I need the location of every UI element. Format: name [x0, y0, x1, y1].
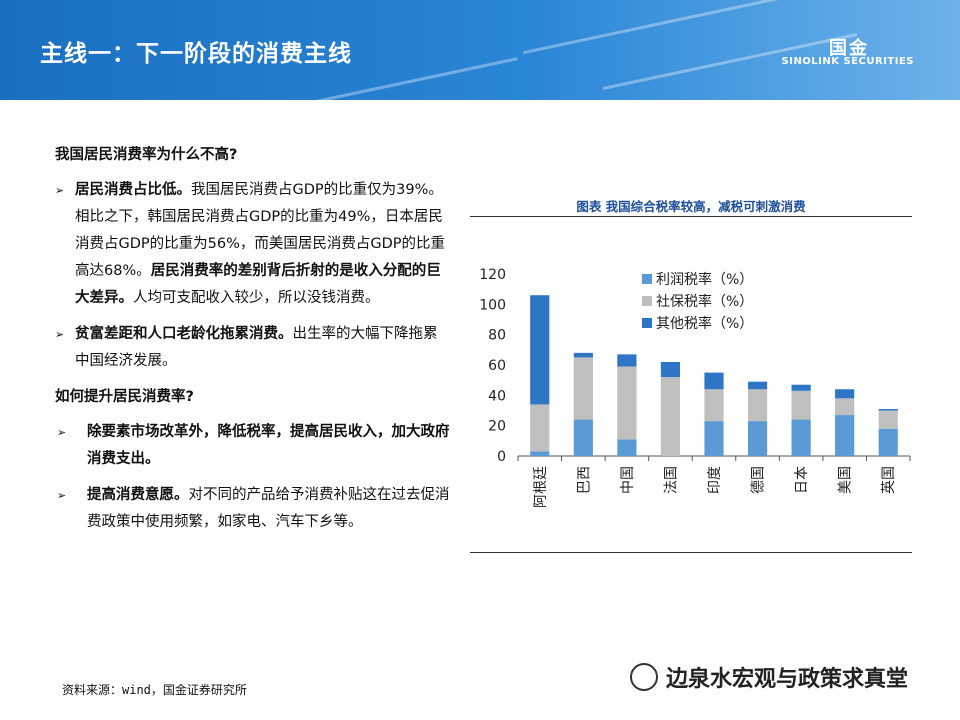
chart-bottom-rule — [470, 552, 912, 553]
x-tick-label: 日本 — [794, 466, 810, 494]
bar-segment — [704, 389, 724, 422]
x-tick-label: 法国 — [663, 466, 679, 494]
y-tick-label: 120 — [479, 267, 506, 283]
watermark-text: 边泉水宏观与政策求真堂 — [666, 667, 909, 692]
logo-text: SINOLINK SECURITIES — [781, 56, 914, 67]
bar-segment — [617, 354, 637, 367]
bar-segment — [791, 419, 811, 456]
bar-segment — [835, 398, 855, 416]
x-tick-label: 阿根廷 — [533, 466, 549, 508]
arrow-bullet-icon: ➢ — [55, 328, 65, 341]
bullet-bold-text: 除要素市场改革外，降低税率，提高居民收入，加大政府消费支出。 — [87, 424, 450, 467]
bullet-bold-text: 居民消费占比低。 — [75, 182, 191, 198]
bar-segment — [704, 421, 724, 456]
watermark: 边泉水宏观与政策求真堂 — [630, 661, 908, 694]
bullet-bold-text: 居民消费率的差别背后折射的是收入分配的巨大差异。 — [75, 263, 441, 306]
chart-title: 图表 我国综合税率较高，减税可刺激消费 — [576, 199, 806, 214]
bar-segment — [617, 439, 637, 456]
bar-segment — [530, 451, 550, 456]
chart-top-rule — [470, 216, 912, 217]
bar-segment — [573, 352, 593, 358]
x-tick-label: 巴西 — [576, 466, 592, 494]
x-tick-label: 英国 — [880, 466, 897, 494]
wechat-icon — [630, 663, 658, 691]
bar-segment — [617, 366, 637, 440]
y-tick-label: 100 — [479, 297, 506, 313]
x-tick-label: 中国 — [620, 466, 636, 494]
legend-label: 社保税率（%） — [656, 293, 753, 310]
x-tick-label: 印度 — [707, 466, 723, 494]
y-tick-label: 80 — [488, 328, 506, 344]
legend-swatch — [642, 318, 652, 328]
source-note: 资料来源：wind，国金证券研究所 — [62, 683, 247, 697]
bar-segment — [530, 404, 550, 452]
bullet-item: ➢ 提高消费意愿。对不同的产品给予消费补贴这在过去促消费政策中使用频繁，如家电、… — [55, 482, 450, 536]
legend-label: 其他税率（%） — [656, 315, 753, 332]
bar-segment — [791, 384, 811, 391]
bar-segment — [747, 421, 768, 456]
bullet-text: 人均可支配收入较少，所以没钱消费。 — [133, 290, 380, 306]
y-tick-label: 60 — [488, 358, 506, 374]
legend-swatch — [642, 296, 652, 306]
legend-label: 利润税率（%） — [656, 271, 753, 288]
logo-mark: 国金 — [829, 38, 869, 59]
bullet-item: ➢ 贫富差距和人口老龄化拖累消费。出生率的大幅下降拖累中国经济发展。 — [55, 321, 450, 375]
bar-segment — [660, 361, 681, 378]
bar-segment — [573, 357, 593, 420]
bar-segment — [530, 295, 550, 405]
bar-segment — [878, 410, 898, 429]
text-column: 我国居民消费率为什么不高? ➢ 居民消费占比低。我国居民消费占GDP的比重仅为3… — [55, 142, 450, 545]
y-tick-label: 40 — [488, 388, 506, 404]
bar-segment — [704, 372, 724, 390]
x-tick-label: 德国 — [751, 466, 767, 494]
legend-swatch — [642, 274, 652, 284]
section-heading-1: 我国居民消费率为什么不高? — [55, 147, 238, 163]
bar-segment — [835, 389, 855, 399]
bullet-text: 对不同的产品给予消费补贴这在过去促消费政策中使用频繁，如家电、汽车下乡等。 — [87, 487, 450, 530]
bullet-text: 我国居民消费占GDP的比重仅为39%。相比之下，韩国居民消费占GDP的比重为49… — [75, 182, 446, 279]
arrow-bullet-icon: ➢ — [55, 184, 65, 197]
arrow-bullet-icon: ➢ — [57, 489, 67, 502]
y-tick-label: 0 — [497, 449, 506, 465]
bullet-bold-text: 贫富差距和人口老龄化拖累消费。 — [75, 326, 293, 342]
section-heading-2: 如何提升居民消费率? — [55, 389, 194, 405]
bar-segment — [878, 428, 898, 456]
bar-segment — [835, 415, 855, 456]
bullet-text: 出生率的大幅下降拖累中国经济发展。 — [75, 326, 438, 369]
bar-segment — [878, 408, 898, 411]
stacked-bar-chart: 0 20 40 60 80 100 120 阿根廷 巴西 中国 法国 印度 德国 日本 美国 英国 利润税率（%… — [479, 267, 911, 508]
x-tick-label: 美国 — [838, 466, 854, 494]
y-tick-label: 20 — [488, 419, 506, 435]
bar-segment — [747, 389, 768, 422]
company-logo: 国金 SINOLINK SECURITIES — [774, 34, 914, 70]
bar-segment — [573, 419, 593, 456]
bar-segment — [747, 381, 768, 390]
bullet-item: ➢ 除要素市场改革外，降低税率，提高居民收入，加大政府消费支出。 — [55, 419, 450, 473]
bar-segment — [660, 377, 681, 456]
page-title: 主线一：下一阶段的消费主线 — [40, 41, 352, 67]
header-banner: 主线一：下一阶段的消费主线 国金 SINOLINK SECURITIES — [0, 0, 960, 100]
bullet-bold-text: 提高消费意愿。 — [87, 487, 189, 503]
bar-segment — [791, 390, 811, 420]
arrow-bullet-icon: ➢ — [57, 426, 67, 439]
bullet-item: ➢ 居民消费占比低。我国居民消费占GDP的比重仅为39%。相比之下，韩国居民消费… — [55, 177, 450, 312]
